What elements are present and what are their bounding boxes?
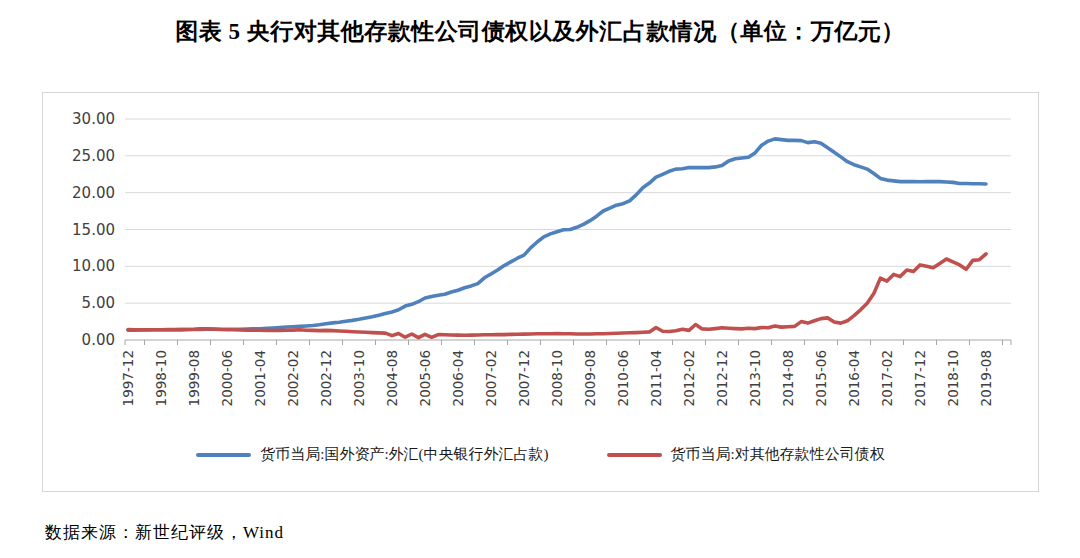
y-axis-tick-label: 5.00 <box>82 294 115 312</box>
x-axis-tick-label: 1999-08 <box>186 350 202 406</box>
x-axis-tick-label: 2016-04 <box>846 350 862 406</box>
x-axis-tick-label: 2010-06 <box>615 350 631 406</box>
page: { "title": "图表 5 央行对其他存款性公司债权以及外汇占款情况（单位… <box>0 0 1080 558</box>
x-axis-tick-label: 2011-04 <box>648 350 664 406</box>
x-axis-tick-label: 2013-10 <box>747 350 763 406</box>
x-axis-tick-label: 2001-04 <box>252 350 268 406</box>
x-axis-tick-label: 2006-04 <box>450 350 466 406</box>
y-axis-tick-label: 30.00 <box>72 110 115 128</box>
x-axis-tick-label: 2004-08 <box>384 350 400 406</box>
y-axis-tick-label: 25.00 <box>72 147 115 165</box>
x-axis-tick-label: 2008-10 <box>549 350 565 406</box>
legend-line-red-icon <box>607 453 662 457</box>
y-axis-tick-label: 15.00 <box>72 221 115 239</box>
y-axis-tick-label: 10.00 <box>72 257 115 275</box>
legend-item-claims: 货币当局:对其他存款性公司债权 <box>607 445 885 464</box>
data-source-note: 数据来源：新世纪评级，Wind <box>45 521 284 544</box>
x-axis-tick-label: 1998-10 <box>153 350 169 406</box>
x-axis-tick-label: 2007-12 <box>516 350 532 406</box>
x-axis-tick-label: 2017-02 <box>879 350 895 406</box>
y-axis-tick-label: 0.00 <box>82 331 115 349</box>
x-axis-tick-label: 2018-10 <box>945 350 961 406</box>
series-line-fx-reserves <box>128 139 986 330</box>
chart-container: 0.00 5.00 10.00 15.00 20.00 25.00 30.00 1997-12… <box>42 92 1039 492</box>
x-axis-tick-label: 2003-10 <box>351 350 367 406</box>
x-axis-tick-label: 2007-02 <box>483 350 499 406</box>
plot-area: 0.00 5.00 10.00 15.00 20.00 25.00 30.00 1997-12… <box>43 93 1040 493</box>
x-axis-tick-label: 2014-08 <box>780 350 796 406</box>
x-axis-tick-label: 2015-06 <box>813 350 829 406</box>
chart-legend: 货币当局:国外资产:外汇(中央银行外汇占款) 货币当局:对其他存款性公司债权 <box>43 445 1038 464</box>
x-axis-tick-label: 2012-12 <box>714 350 730 406</box>
y-axis-tick-label: 20.00 <box>72 184 115 202</box>
x-axis-tick-label: 2012-02 <box>681 350 697 406</box>
x-axis-tick-label: 2009-08 <box>582 350 598 406</box>
x-axis-tick-label: 2005-06 <box>417 350 433 406</box>
x-axis-tick-label: 2017-12 <box>912 350 928 406</box>
legend-item-fx: 货币当局:国外资产:外汇(中央银行外汇占款) <box>196 445 548 464</box>
x-axis-tick-label: 2002-12 <box>318 350 334 406</box>
legend-label-claims: 货币当局:对其他存款性公司债权 <box>671 445 885 464</box>
x-axis-tick-label: 2002-02 <box>285 350 301 406</box>
x-axis-tick-label: 2019-08 <box>978 350 994 406</box>
chart-title: 图表 5 央行对其他存款性公司债权以及外汇占款情况（单位：万亿元） <box>0 16 1080 47</box>
x-axis-tick-label: 2000-06 <box>219 350 235 406</box>
legend-label-fx: 货币当局:国外资产:外汇(中央银行外汇占款) <box>260 445 548 464</box>
legend-line-blue-icon <box>196 453 251 457</box>
x-axis-tick-label: 1997-12 <box>120 350 136 406</box>
